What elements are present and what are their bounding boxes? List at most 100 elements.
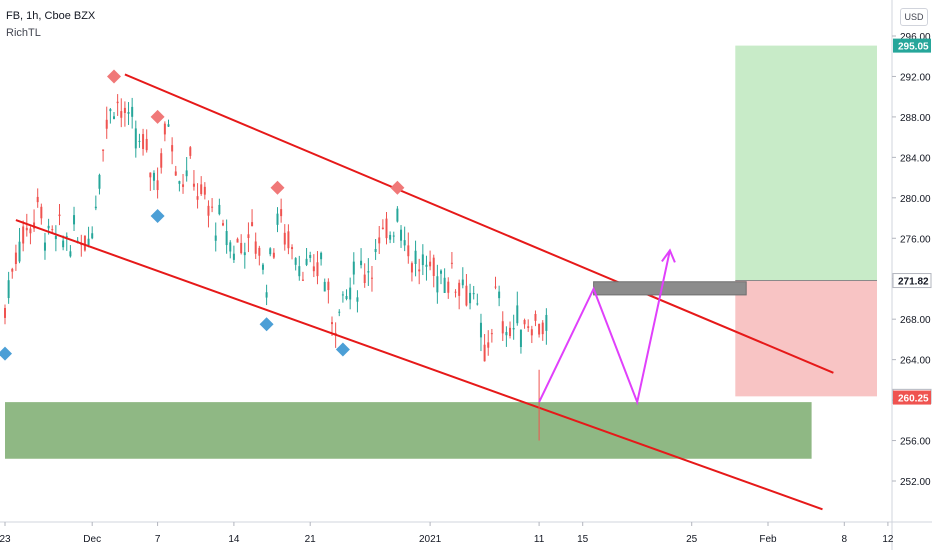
candle-body (258, 247, 261, 256)
x-tick-label: 25 (686, 534, 698, 545)
x-tick-label: Feb (759, 534, 777, 545)
candle-body (392, 235, 395, 237)
candle-body (43, 242, 46, 251)
swing-high-marker (107, 69, 121, 84)
price-label-last-box (893, 390, 931, 405)
y-tick-label: 288.00 (900, 113, 931, 124)
price-label-target-box (893, 38, 931, 53)
candle-body (58, 214, 61, 217)
candle-body (33, 222, 36, 229)
candle-body (171, 145, 174, 152)
candle-body (156, 180, 159, 191)
candle-body (98, 174, 101, 189)
candle-body (167, 124, 170, 127)
candle-body (149, 172, 152, 178)
candle-body (102, 149, 105, 151)
author-name: RichTL (6, 27, 41, 39)
candle-body (29, 228, 32, 234)
candle-body (447, 281, 450, 293)
candle-body (403, 240, 406, 246)
candle-body (294, 258, 297, 265)
candle-body (494, 286, 497, 288)
candle-body (410, 263, 413, 273)
candle-body (370, 277, 373, 279)
time-axis[interactable]: 23 Dec 7 14 21 2021 11 15 25 Feb 8 12 (0, 522, 894, 545)
candle-body (7, 280, 10, 299)
candle-body (454, 291, 457, 293)
candle-body (134, 128, 137, 149)
candle-body (145, 138, 148, 151)
candle-body (142, 134, 145, 149)
candle-body (116, 101, 119, 104)
price-label-last: 260.25 (898, 394, 929, 405)
candle-body (200, 184, 203, 194)
candle-body (229, 242, 232, 252)
candle-body (414, 250, 417, 264)
swing-low-marker (335, 342, 350, 357)
candle-body (476, 303, 479, 305)
y-tick-label: 268.00 (900, 315, 931, 326)
candle-body (316, 262, 319, 277)
candle-body (527, 326, 530, 328)
candle-body (178, 181, 181, 184)
candle-body (189, 147, 192, 156)
swing-low-marker (259, 317, 274, 332)
candle-body (138, 140, 141, 142)
candle-body (374, 248, 377, 253)
y-tick-label: 296.00 (900, 32, 931, 43)
candle-body (222, 223, 224, 226)
candle-body (400, 229, 403, 241)
candle-body (160, 153, 163, 168)
candle-body (421, 254, 424, 266)
candle-body (87, 238, 90, 246)
candle-body (4, 308, 6, 318)
swing-low-marker (150, 209, 165, 224)
currency-button[interactable]: USD (900, 8, 928, 26)
swing-high-marker (390, 180, 405, 195)
candle-body (461, 279, 464, 286)
candle-body (163, 123, 166, 135)
candle-body (247, 234, 250, 238)
candle-body (280, 209, 283, 217)
candle-body (490, 333, 493, 335)
candle-body (22, 226, 25, 244)
candle-body (312, 266, 315, 272)
candle-body (152, 172, 155, 181)
swing-high-marker (270, 180, 285, 195)
candle-body (120, 111, 123, 118)
swing-high-marker (150, 109, 165, 124)
candle-body (65, 236, 68, 238)
candle-body (436, 276, 439, 293)
candle-body (472, 293, 475, 295)
candle-body (425, 264, 428, 267)
candle-body (298, 266, 301, 277)
price-axis[interactable]: 252.00256.00260.00264.00268.00272.00276.… (892, 32, 931, 488)
target-zone (735, 45, 877, 281)
candle-body (519, 329, 522, 347)
candle-body (458, 282, 461, 296)
candle-body (91, 233, 94, 239)
candle-body (338, 311, 341, 313)
candle-body (505, 332, 508, 336)
y-tick-label: 264.00 (900, 356, 931, 367)
candle-body (207, 205, 210, 216)
candle-body (25, 227, 28, 231)
candle-body (389, 234, 392, 240)
candle-body (174, 171, 177, 176)
candle-body (83, 235, 86, 251)
x-tick-label: 14 (228, 534, 240, 545)
candle-body (305, 258, 308, 265)
resistance-box (593, 281, 747, 296)
candle-body (251, 222, 254, 227)
candle-body (360, 260, 363, 266)
candle-body (323, 281, 326, 292)
candle-body (127, 111, 130, 114)
candle-body (283, 232, 286, 245)
candle-body (541, 322, 544, 335)
candle-body (429, 261, 432, 267)
candle-body (240, 242, 243, 254)
candle-body (331, 322, 333, 325)
x-tick-label: 7 (155, 534, 161, 545)
x-tick-label: 8 (842, 534, 848, 545)
